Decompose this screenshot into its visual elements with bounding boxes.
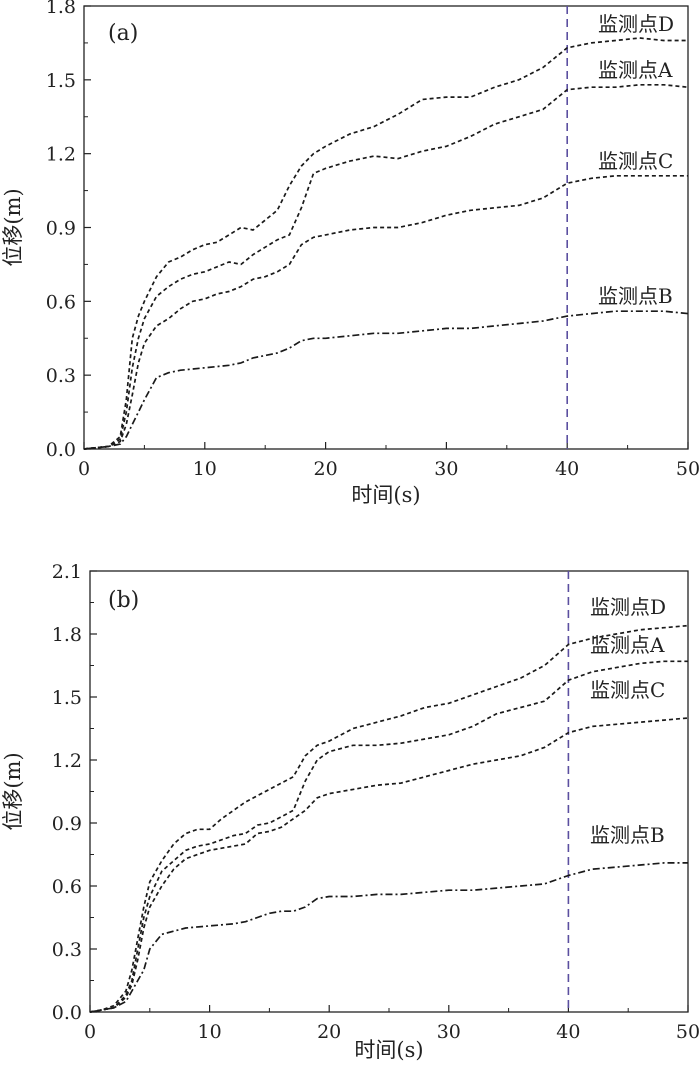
chart-a-y-tick-label: 0.6 <box>46 291 76 313</box>
chart-panel-a: 0 10 20 30 40 50 0.0 0.3 0.6 0.9 1.2 1.5 1.8 时间(s) 位移(… <box>1 0 700 507</box>
chart-b-series-line-1 <box>89 624 689 1013</box>
chart-a-x-tick-label: 0 <box>78 458 90 480</box>
chart-a-series-label: 监测点A <box>598 58 673 82</box>
chart-a-x-tick-label: 20 <box>314 458 338 480</box>
chart-b-x-tick-label: 20 <box>317 1021 341 1043</box>
chart-b-x-tick-label: 50 <box>676 1021 700 1043</box>
chart-b-y-tick-label: 0.6 <box>52 876 82 898</box>
chart-a-y-tick-label: 1.2 <box>46 144 76 166</box>
chart-b-series-label: 监测点A <box>590 633 665 657</box>
chart-b-y-tick-label: 0.3 <box>52 939 82 961</box>
chart-a-series-line-3 <box>83 174 688 450</box>
chart-a-x-tick-label: 40 <box>555 458 579 480</box>
chart-b-series-line-3 <box>89 717 689 1013</box>
chart-a-series-label: 监测点C <box>598 149 673 173</box>
chart-a-x-tick-label: 30 <box>434 458 458 480</box>
chart-b-x-axis-title: 时间(s) <box>354 1038 423 1062</box>
chart-a-x-axis-title: 时间(s) <box>351 483 420 507</box>
chart-a-x-tick-label: 10 <box>193 458 217 480</box>
chart-b-y-axis-title: 位移(m) <box>1 752 25 830</box>
chart-a-series-line-1 <box>83 37 688 450</box>
chart-b-series-label: 监测点D <box>590 595 666 619</box>
chart-a-panel-label: (a) <box>108 21 138 46</box>
chart-a-y-tick-label: 0.3 <box>46 365 76 387</box>
chart-panel-b: 0 10 20 30 40 50 0.0 0.3 0.6 0.9 1.2 1.5 1.8 2.1 时间(s)… <box>1 561 700 1062</box>
chart-b-series-label: 监测点B <box>590 823 665 847</box>
chart-a-series-line-2 <box>83 83 689 450</box>
chart-b-x-tick-label: 40 <box>556 1021 580 1043</box>
chart-b-series-line-4 <box>89 862 688 1013</box>
chart-a-y-axis-title: 位移(m) <box>1 188 25 266</box>
chart-b-y-tick-label: 0.0 <box>52 1002 82 1024</box>
chart-b-x-tick-label: 0 <box>84 1021 96 1043</box>
chart-b-panel-label: (b) <box>108 588 139 613</box>
chart-a-y-tick-label: 1.8 <box>46 0 76 18</box>
chart-b-y-tick-label: 2.1 <box>52 561 82 583</box>
chart-a-y-tick-label: 1.5 <box>46 70 76 92</box>
chart-b-y-tick-label: 0.9 <box>52 813 82 835</box>
chart-a-y-tick-label: 0.0 <box>46 439 76 461</box>
chart-b-y-tick-label: 1.2 <box>52 750 82 772</box>
chart-b-y-tick-label: 1.5 <box>52 687 82 709</box>
chart-b-series-label: 监测点C <box>590 678 665 702</box>
chart-b-y-tick-label: 1.8 <box>52 624 82 646</box>
chart-a-y-tick-label: 0.9 <box>46 218 76 240</box>
chart-b-x-tick-label: 10 <box>198 1021 222 1043</box>
chart-a-series-line-4 <box>83 310 689 450</box>
chart-a-series-label: 监测点B <box>598 284 673 308</box>
chart-a-series-label: 监测点D <box>598 12 674 36</box>
chart-b-x-tick-label: 30 <box>437 1021 461 1043</box>
chart-a-x-tick-label: 50 <box>676 458 700 480</box>
